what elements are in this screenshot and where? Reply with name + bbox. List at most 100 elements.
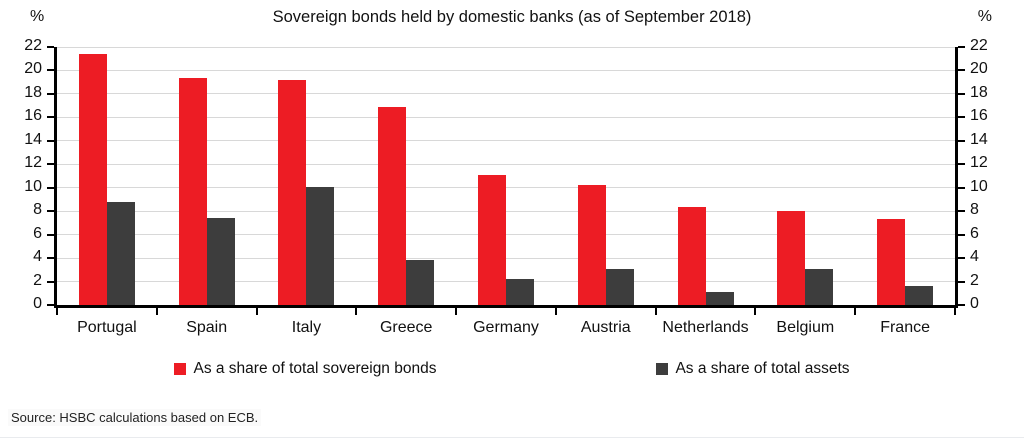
y-axis-right [955, 47, 958, 305]
gridline-20 [57, 69, 955, 71]
legend-swatch-red [174, 363, 187, 375]
x-tick-1 [155, 308, 158, 315]
x-tick-9 [954, 308, 956, 315]
y-tick-right-22 [958, 46, 965, 48]
bar-total-assets-belgium [805, 268, 834, 305]
bar-sovereign-bonds-greece [378, 106, 407, 305]
gridline-6 [57, 234, 955, 236]
y-label-right-18: 18 [970, 83, 988, 101]
y-label-right-4: 4 [970, 248, 979, 266]
bar-total-assets-portugal [106, 201, 135, 305]
y-label-right-10: 10 [970, 177, 988, 195]
legend-label: As a share of total assets [675, 360, 850, 377]
gridline-10 [57, 187, 955, 189]
y-tick-left-10 [47, 186, 54, 189]
chart-title: Sovereign bonds held by domestic banks (… [272, 8, 752, 26]
y-tick-right-20 [958, 69, 965, 72]
bar-total-assets-austria [605, 268, 634, 305]
x-tick-2 [255, 308, 258, 315]
y-axis-unit-left: % [30, 8, 45, 25]
y-label-left-12: 12 [24, 154, 42, 172]
x-tick-6 [654, 308, 657, 315]
y-axis-left [54, 47, 57, 305]
x-axis [54, 305, 958, 308]
y-tick-right-14 [958, 139, 965, 142]
gridline-18 [57, 93, 955, 95]
legend-label: As a share of total sovereign bonds [193, 360, 437, 377]
x-label-portugal: Portugal [77, 319, 137, 336]
legend-item-sovereign-bonds: As a share of total sovereign bonds [174, 360, 436, 378]
bar-sovereign-bonds-germany [478, 174, 506, 305]
y-label-left-18: 18 [24, 83, 42, 101]
bar-total-assets-spain [206, 218, 235, 305]
y-label-left-22: 22 [24, 37, 42, 54]
gridline-14 [57, 140, 955, 142]
y-tick-right-4 [958, 257, 965, 260]
y-tick-left-20 [47, 69, 54, 72]
bar-sovereign-bonds-portugal [78, 54, 107, 305]
y-label-right-0: 0 [970, 295, 979, 312]
x-label-france: France [880, 319, 930, 336]
x-tick-5 [554, 308, 557, 315]
y-label-right-6: 6 [970, 224, 979, 242]
y-tick-right-12 [958, 163, 965, 166]
source-note: Source: HSBC calculations based on ECB. [8, 409, 262, 426]
y-label-right-14: 14 [970, 130, 988, 148]
y-label-right-22: 22 [970, 37, 988, 54]
y-tick-left-22 [47, 46, 54, 48]
y-tick-right-0 [958, 304, 965, 306]
y-label-right-8: 8 [970, 201, 979, 219]
x-label-italy: Italy [291, 319, 322, 336]
y-label-left-14: 14 [24, 130, 42, 148]
x-label-spain: Spain [186, 319, 228, 336]
x-label-belgium: Belgium [776, 319, 835, 336]
x-label-austria: Austria [580, 319, 631, 336]
y-label-left-0: 0 [33, 295, 42, 312]
x-tick-4 [455, 308, 458, 315]
y-label-right-12: 12 [970, 154, 988, 172]
x-label-germany: Germany [473, 319, 539, 336]
y-tick-right-2 [958, 280, 965, 283]
y-label-left-10: 10 [24, 177, 42, 195]
y-tick-left-18 [47, 92, 54, 95]
y-label-right-2: 2 [970, 271, 979, 289]
y-label-right-20: 20 [970, 60, 988, 78]
x-tick-8 [854, 308, 857, 315]
legend-item-total-assets: As a share of total assets [656, 360, 850, 378]
y-axis-unit-right: % [977, 8, 992, 25]
y-tick-left-8 [47, 210, 54, 213]
bar-sovereign-bonds-spain [178, 77, 207, 305]
bar-sovereign-bonds-austria [577, 185, 606, 305]
y-label-left-4: 4 [33, 248, 42, 266]
bar-sovereign-bonds-france [877, 219, 906, 305]
x-tick-3 [355, 308, 358, 315]
x-label-netherlands: Netherlands [662, 319, 749, 336]
y-tick-right-8 [958, 210, 965, 213]
bar-sovereign-bonds-italy [278, 79, 307, 305]
y-tick-left-0 [47, 304, 54, 306]
bar-total-assets-greece [406, 260, 435, 305]
gridline-22 [57, 46, 955, 48]
bar-sovereign-bonds-belgium [777, 211, 806, 305]
bar-sovereign-bonds-netherlands [677, 206, 706, 305]
y-tick-right-18 [958, 92, 965, 95]
y-tick-left-6 [47, 233, 54, 236]
bar-total-assets-netherlands [705, 292, 734, 305]
gridline-16 [57, 116, 955, 118]
x-tick-0 [56, 308, 58, 315]
bar-total-assets-germany [506, 279, 534, 305]
y-label-left-8: 8 [33, 201, 42, 219]
y-tick-left-12 [47, 163, 54, 166]
y-tick-left-16 [47, 116, 54, 119]
legend-swatch-gray [656, 363, 669, 375]
bottom-divider [0, 437, 1024, 438]
y-label-left-20: 20 [24, 60, 42, 78]
x-label-greece: Greece [379, 319, 433, 336]
bar-total-assets-italy [306, 186, 335, 305]
gridline-12 [57, 163, 955, 165]
gridline-8 [57, 210, 955, 212]
bar-total-assets-france [905, 286, 934, 305]
y-tick-right-10 [958, 186, 965, 189]
y-label-right-16: 16 [970, 107, 988, 125]
